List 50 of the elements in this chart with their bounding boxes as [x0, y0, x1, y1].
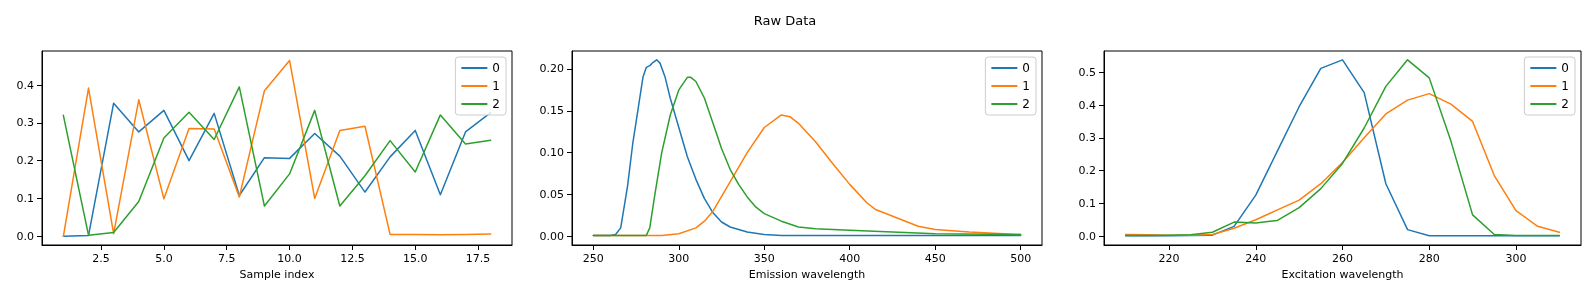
legend-label: 1: [1022, 79, 1031, 93]
y-tick-label: 0.00: [539, 229, 564, 243]
legend-label: 1: [1561, 79, 1570, 93]
x-tick-label: 250: [582, 252, 604, 265]
line-series: [1124, 92, 1561, 236]
x-tick-label: 5.0: [155, 252, 173, 265]
y-tick-label: 0.3: [1078, 131, 1096, 145]
y-tick-label: 0.0: [16, 229, 34, 243]
x-tick-label: 400: [839, 252, 861, 265]
x-tick-label: 220: [1158, 252, 1180, 265]
legend-label: 0: [492, 61, 501, 75]
y-tick-label: 0.2: [1078, 164, 1096, 178]
x-tick-label: 260: [1332, 252, 1353, 265]
legend-label: 2: [1022, 97, 1031, 111]
x-tick-label: 17.5: [465, 252, 491, 265]
line-series: [1124, 59, 1561, 237]
y-tick-label: 0.10: [539, 146, 564, 160]
y-tick-label: 0.05: [539, 187, 564, 201]
y-tick-label: 0.5: [1078, 65, 1096, 79]
legend-label: 1: [492, 79, 501, 93]
x-tick-label: 450: [924, 252, 946, 265]
x-axis-title: Excitation wavelength: [1281, 268, 1404, 281]
x-tick-label: 10.0: [277, 252, 302, 265]
line-series: [62, 59, 492, 238]
x-tick-label: 12.5: [340, 252, 365, 265]
y-tick-label: 0.20: [539, 62, 564, 76]
chart-title: Raw Data: [753, 13, 817, 28]
x-tick-label: 300: [668, 252, 690, 265]
y-tick-label: 0.3: [16, 116, 34, 130]
x-tick-label: 280: [1418, 252, 1440, 265]
y-tick-label: 0.1: [1078, 196, 1096, 210]
x-axis-title: Emission wavelength: [748, 268, 866, 281]
x-tick-label: 15.0: [402, 252, 428, 265]
legend-label: 2: [1561, 97, 1570, 111]
y-tick-label: 0.4: [1078, 98, 1096, 112]
y-tick-label: 0.4: [16, 78, 34, 92]
legend-label: 0: [1022, 61, 1031, 75]
x-tick-label: 7.5: [217, 252, 236, 265]
x-tick-label: 2.5: [92, 252, 110, 265]
y-tick-label: 0.1: [16, 191, 34, 205]
y-tick-label: 0.15: [539, 104, 564, 118]
legend-label: 2: [492, 97, 501, 111]
x-tick-label: 240: [1245, 252, 1267, 265]
x-axis-title: Sample index: [239, 268, 315, 281]
x-tick-label: 500: [1010, 252, 1032, 265]
y-tick-label: 0.2: [16, 154, 34, 168]
legend-label: 0: [1561, 61, 1570, 75]
x-tick-label: 300: [1505, 252, 1527, 265]
x-tick-label: 350: [753, 252, 775, 265]
y-tick-label: 0.0: [1078, 229, 1096, 243]
